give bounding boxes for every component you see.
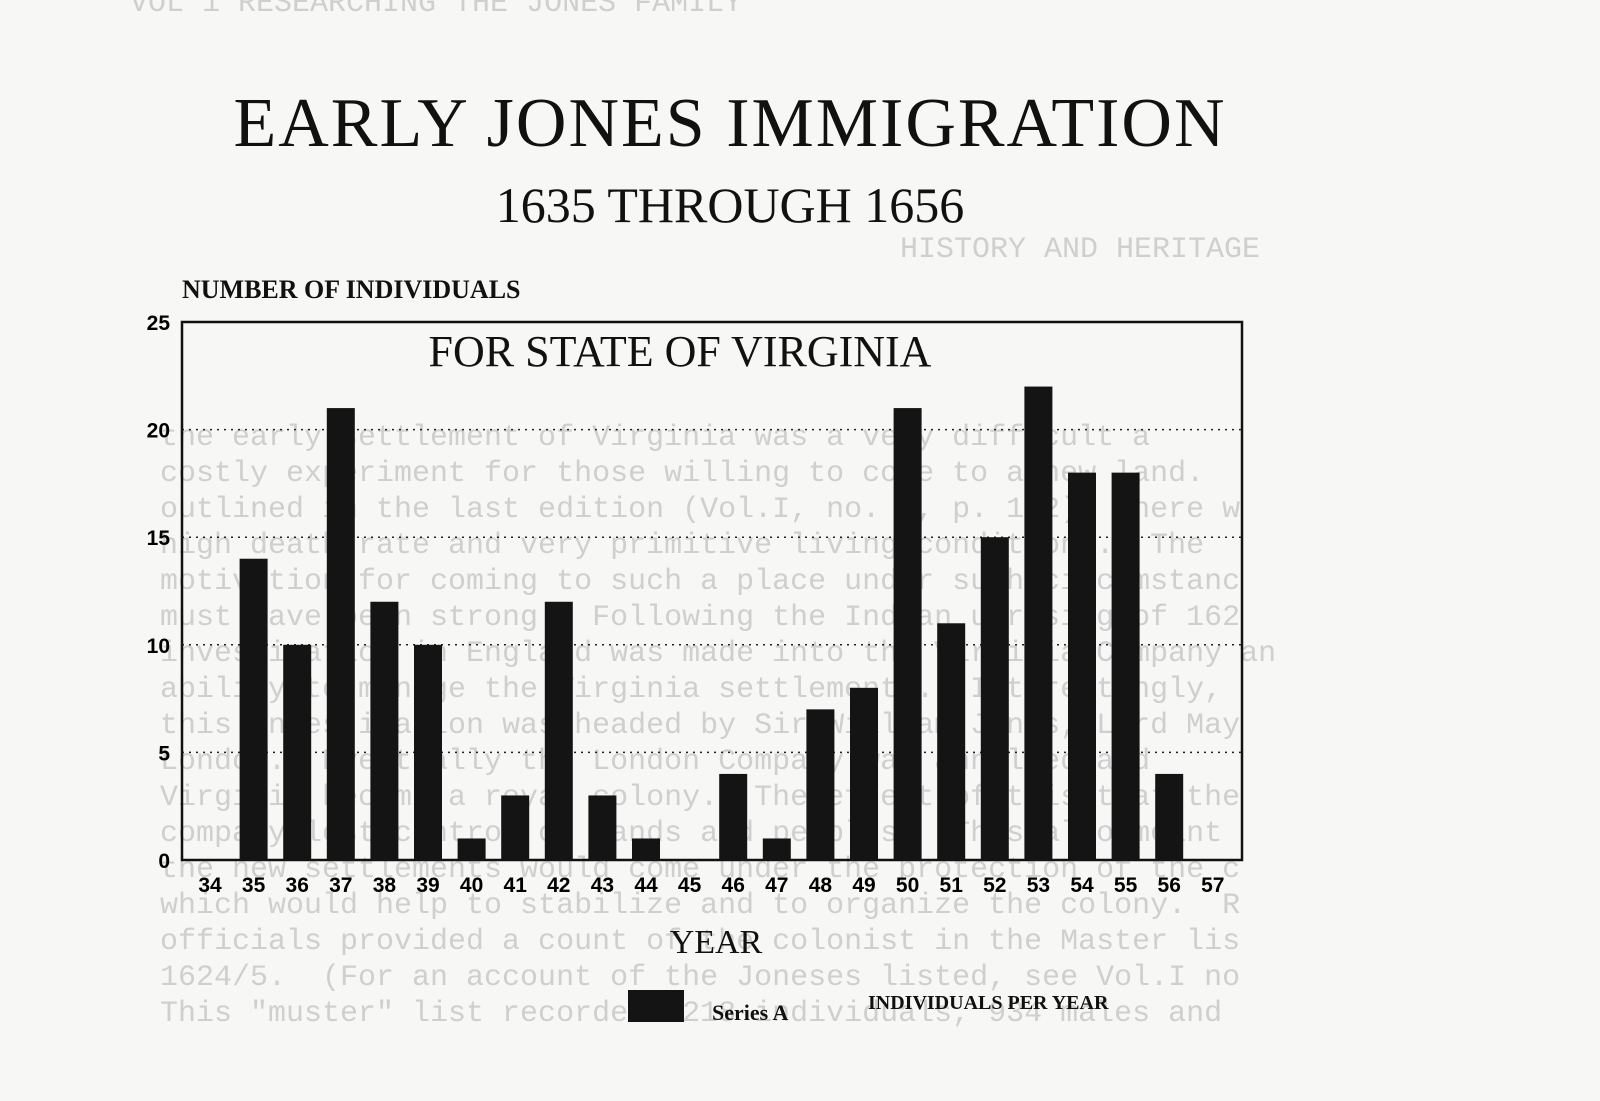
y-axis-label: NUMBER OF INDIVIDUALS [182,275,521,304]
x-tick-label: 43 [591,874,614,897]
bar-41 [501,795,530,860]
bar-36 [283,644,312,860]
y-tick-label: 15 [147,527,171,550]
x-tick-label: 45 [678,874,702,897]
y-tick-label: 25 [147,312,171,335]
x-tick-label: 57 [1201,874,1224,897]
x-tick-label: 42 [547,874,570,897]
y-tick-label: 0 [158,850,170,873]
chart-title: FOR STATE OF VIRGINIA [429,327,932,376]
bar-52 [980,537,1009,860]
page-subtitle: 1635 THROUGH 1656 [495,177,965,233]
bar-48 [806,709,835,860]
page-title: EARLY JONES IMMIGRATION [233,85,1227,162]
x-tick-label: 38 [373,874,397,897]
bar-38 [370,601,399,860]
bar-46 [719,773,748,860]
y-tick-label: 5 [158,742,170,765]
x-tick-label: 35 [242,874,266,897]
bar-49 [850,687,878,860]
x-tick-label: 47 [765,874,788,897]
bar-35 [239,558,268,860]
bar-37 [326,408,355,860]
bar-54 [1068,472,1096,860]
bar-50 [893,408,922,860]
x-tick-label: 50 [896,874,919,897]
x-tick-label: 34 [198,874,222,897]
legend-swatch [628,990,684,1022]
x-axis-label: YEAR [670,924,763,961]
bar-44 [632,838,660,860]
x-tick-label: 51 [940,874,964,897]
bar-40 [457,838,486,860]
x-tick-label: 39 [416,874,439,897]
x-tick-label: 40 [460,874,483,897]
x-tick-label: 56 [1158,874,1181,897]
x-tick-label: 54 [1070,874,1094,897]
bleed-through-text: VOL 1 RESEARCHING THE JONES FAMILY [130,0,743,21]
x-tick-label: 55 [1114,874,1138,897]
bar-56 [1155,773,1184,860]
x-tick-label: 44 [634,874,658,897]
bar-53 [1024,386,1053,860]
legend-series-name: Series A [712,1000,789,1025]
x-tick-label: 37 [329,874,352,897]
x-tick-label: 46 [722,874,745,897]
x-tick-label: 53 [1027,874,1050,897]
bar-39 [414,644,442,860]
y-tick-label: 10 [147,635,170,658]
bar-51 [937,623,966,860]
bar-47 [762,838,791,860]
plot-frame [180,320,1244,862]
x-tick-label: 52 [983,874,1006,897]
x-tick-label: 49 [852,874,875,897]
y-tick-label: 20 [147,420,170,443]
legend-series-label: INDIVIDUALS PER YEAR [868,992,1109,1014]
x-tick-label: 41 [504,874,528,897]
bar-42 [544,601,573,860]
x-tick-label: 48 [809,874,833,897]
bar-43 [588,795,617,860]
x-tick-label: 36 [286,874,309,897]
bleed-through-text: HISTORY AND HERITAGE [900,233,1261,267]
bar-55 [1111,472,1140,860]
